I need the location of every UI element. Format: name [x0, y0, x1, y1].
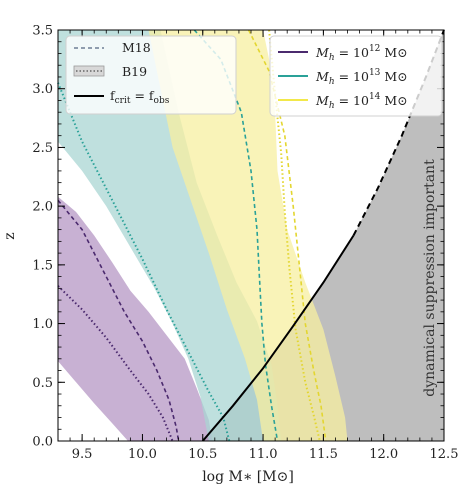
legend-swatch-b19 [73, 65, 105, 77]
x-tick-label: 12.0 [369, 447, 398, 462]
annotation-dynamical-suppression: dynamical suppression important [422, 159, 438, 397]
line-m18-yellow [247, 29, 327, 442]
y-tick-label: 1.5 [32, 258, 53, 273]
x-tick-label: 10.0 [128, 447, 157, 462]
dynamical-suppression-region [202, 30, 444, 441]
x-tick-label: 10.5 [188, 447, 217, 462]
line-b19-purple [57, 285, 174, 442]
line-m18-purple [57, 199, 180, 442]
axis-ticks: 9.5 10.0 10.5 11.0 11.5 12.0 12.5 0.0 0.5 1.0 1.5 2… [32, 24, 458, 463]
line-fcrit-solid [201, 234, 355, 442]
y-tick-label: 3.0 [32, 82, 53, 97]
x-tick-label: 9.5 [72, 447, 93, 462]
legend-label-mh12: Mh = 1012 M⊙ [315, 44, 408, 63]
band-yellow [148, 30, 348, 441]
x-tick-label: 12.5 [430, 447, 459, 462]
y-tick-label: 2.0 [32, 200, 53, 215]
legend-label-mh13: Mh = 1013 M⊙ [315, 68, 408, 87]
legend-style: M18 B19 fcrit = fobs [65, 35, 237, 115]
y-tick-label: 1.0 [32, 317, 53, 332]
uncertainty-bands [58, 30, 348, 441]
line-m18-teal [193, 29, 279, 442]
band-purple [58, 196, 213, 441]
legend-label-mh14: Mh = 1014 M⊙ [315, 92, 408, 111]
band-teal [58, 30, 282, 441]
legend-mass: Mh = 1012 M⊙ Mh = 1013 M⊙ Mh = 1014 M⊙ [269, 35, 443, 117]
x-axis-label: log M∗ [M⊙] [202, 469, 294, 485]
y-tick-label: 0.5 [32, 376, 53, 391]
legend-mass-frame [269, 35, 443, 117]
y-tick-label: 2.5 [32, 141, 53, 156]
legend-style-frame [65, 35, 237, 115]
x-tick-label: 11.5 [309, 447, 338, 462]
legend-label-fcrit: fcrit = fobs [110, 88, 170, 106]
legend-label-m18: M18 [122, 40, 151, 55]
y-tick-label: 0.0 [32, 435, 53, 450]
shaded-regions [202, 30, 444, 441]
y-tick-label: 3.5 [32, 24, 53, 39]
legend-label-b19: B19 [122, 64, 147, 79]
y-axis-label: z [2, 232, 18, 239]
x-tick-label: 11.0 [249, 447, 278, 462]
